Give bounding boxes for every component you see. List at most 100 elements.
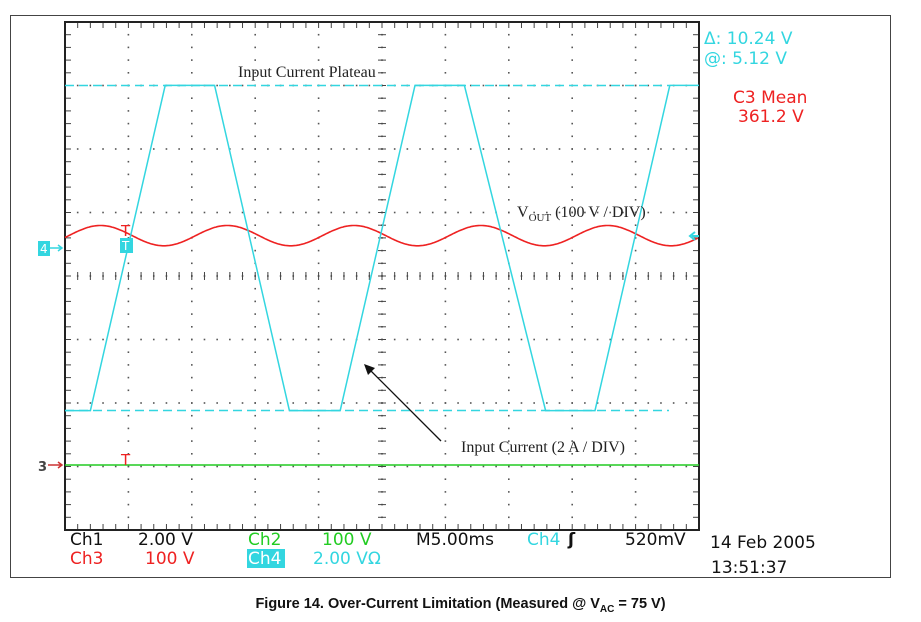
grid-dot (495, 148, 497, 150)
grid-dot (229, 211, 231, 214)
grid-dot (444, 389, 447, 392)
grid-dot (571, 160, 573, 163)
grid-dot (317, 326, 320, 328)
ch4-trace (65, 84, 699, 412)
grid-dot (571, 503, 573, 506)
grid-dot (229, 84, 231, 87)
grid-dot (495, 338, 497, 341)
grid-dot (558, 211, 561, 214)
grid-dot (622, 84, 624, 87)
grid-dot (495, 84, 497, 87)
grid-dot (634, 110, 637, 112)
grid-dot (634, 173, 637, 176)
trigger-position-marker[interactable]: T (120, 238, 133, 253)
grid-dot (203, 402, 206, 404)
grid-dot (634, 199, 637, 201)
grid-dot (672, 338, 675, 341)
grid-dot (393, 211, 396, 214)
grid-dot (508, 72, 510, 74)
grid-dot (634, 453, 637, 455)
grid-dot (355, 211, 358, 214)
grid-dot (685, 402, 688, 404)
grid-dot (127, 262, 130, 265)
grid-dot (191, 491, 193, 493)
grid-dot (127, 364, 130, 366)
grid-dot (444, 364, 447, 366)
grid-dot (127, 199, 130, 201)
annotation-arrow-icon (364, 364, 442, 442)
svg-text:4: 4 (40, 242, 48, 256)
svg-text:100 V: 100 V (145, 549, 195, 569)
grid-dot (254, 224, 256, 226)
grid-dot (533, 148, 535, 150)
ch3-trigger-marker: T (120, 222, 131, 240)
grid-dot (571, 313, 573, 315)
grid-dot (431, 211, 434, 214)
figure-frame (10, 15, 891, 578)
grid-dot (634, 33, 637, 36)
grid-dot (596, 338, 599, 341)
grid-dot (571, 491, 573, 493)
grid-dot (216, 338, 218, 341)
grid-dot (444, 59, 447, 61)
grid-dot (672, 211, 675, 214)
grid-dot (317, 262, 320, 265)
grid-dot (444, 186, 447, 188)
grid-dot (191, 364, 193, 366)
grid-dot (102, 211, 104, 214)
grid-dot (634, 59, 637, 61)
grid-dot (127, 326, 130, 328)
grid-dot (482, 402, 485, 404)
grid-dot (127, 237, 130, 239)
grid-dot (444, 465, 447, 468)
grid-dot (571, 97, 573, 99)
annotation-current: Input Current (2 A / DIV) (461, 439, 625, 456)
grid-dot (571, 453, 573, 455)
grid-dot (634, 122, 637, 125)
grid-dot (482, 338, 485, 341)
grid-dot (127, 338, 130, 341)
annotation-vout: VOUT (100 V / DIV) (517, 204, 646, 224)
grid-dot (546, 211, 548, 214)
grid-dot (672, 465, 675, 468)
grid-dot (558, 402, 561, 404)
trigger-slope-icon: ʃ (567, 530, 576, 550)
grid-dot (634, 338, 637, 341)
grid-dot (609, 465, 612, 468)
grid-dot (127, 287, 130, 290)
grid-dot (127, 110, 130, 112)
grid-dot (622, 211, 624, 214)
grid-dot (444, 503, 447, 506)
ch4-ground-marker[interactable]: 4 (38, 241, 64, 256)
grid-dot (292, 402, 295, 404)
grid-dot (571, 338, 573, 341)
grid-dot (89, 402, 92, 404)
grid-dot (127, 160, 130, 163)
grid-dot (546, 402, 548, 404)
grid-dot (571, 211, 573, 214)
grid-dot (444, 72, 447, 74)
grid-dot (584, 148, 586, 150)
grid-dot (571, 110, 573, 112)
grid-dot (457, 211, 459, 214)
grid-dot (508, 516, 510, 519)
grid-dot (469, 338, 472, 341)
grid-dot (571, 262, 573, 265)
grid-dot (558, 465, 561, 468)
grid-dot (685, 338, 688, 341)
grid-dot (444, 516, 447, 519)
grid-dot (191, 338, 193, 341)
grid-dot (254, 237, 256, 239)
grid-dot (191, 503, 193, 506)
grid-dot (89, 465, 92, 468)
grid-dot (419, 338, 421, 341)
grid-dot (431, 338, 434, 341)
grid-dot (406, 465, 409, 468)
grid-dot (317, 59, 320, 61)
grid-dot (317, 389, 320, 392)
grid-dot (622, 148, 624, 150)
grid-dot (596, 211, 599, 214)
grid-dot (127, 122, 130, 125)
ch3-ground-marker[interactable]: 3 (38, 460, 64, 475)
grid-dot (191, 173, 193, 176)
